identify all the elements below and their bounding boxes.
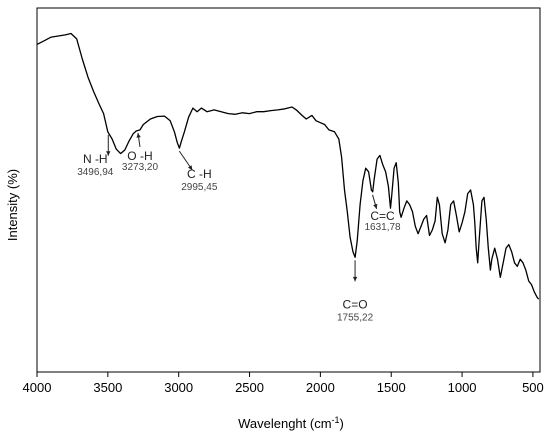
x-tick-label: 1500 <box>377 380 406 395</box>
annotation-group-label: C -H <box>187 167 212 181</box>
annotation-arrow-head <box>187 165 193 171</box>
x-axis-ticks: 4000 3500 3000 2500 2000 1500 1000 500 <box>23 372 544 395</box>
annotation-group-label: C=C <box>370 209 395 223</box>
x-tick-label: 3000 <box>164 380 193 395</box>
x-tick-label: 2500 <box>235 380 264 395</box>
plot-area-border <box>36 7 541 373</box>
annotation-arrow-head <box>373 203 378 209</box>
x-tick-label: 2000 <box>306 380 335 395</box>
x-tick-label: 500 <box>522 380 544 395</box>
annotation-group-label: N -H <box>83 152 108 166</box>
x-axis-title: Wavelenght (cm-1) <box>238 415 344 431</box>
x-tick-label: 3500 <box>93 380 122 395</box>
x-axis-title-main: Wavelenght (cm <box>238 416 331 431</box>
annotation-wavenumber-label: 2995,45 <box>181 182 218 193</box>
annotation-wavenumber-label: 3273,20 <box>122 162 159 173</box>
annotation-arrow-head <box>106 151 111 156</box>
annotation-group-label: O -H <box>127 149 152 163</box>
plot-frame <box>36 7 541 373</box>
annotation-wavenumber-label: 1631,78 <box>364 222 401 233</box>
x-tick-label: 1000 <box>448 380 477 395</box>
y-axis-title: Intensity (%) <box>5 169 20 241</box>
annotation-wavenumber-label: 1755,22 <box>337 312 374 323</box>
x-axis-title-superscript: -1 <box>332 415 340 425</box>
x-axis-title-close: ) <box>340 416 344 431</box>
x-tick-label: 4000 <box>23 380 52 395</box>
annotation-wavenumber-label: 3496,94 <box>77 167 114 178</box>
spectrum-line <box>36 32 540 300</box>
series-group <box>36 32 540 300</box>
annotation-arrow-head <box>136 132 141 138</box>
annotation-group-label: C=O <box>343 297 368 311</box>
annotation-arrow-head <box>352 276 358 282</box>
